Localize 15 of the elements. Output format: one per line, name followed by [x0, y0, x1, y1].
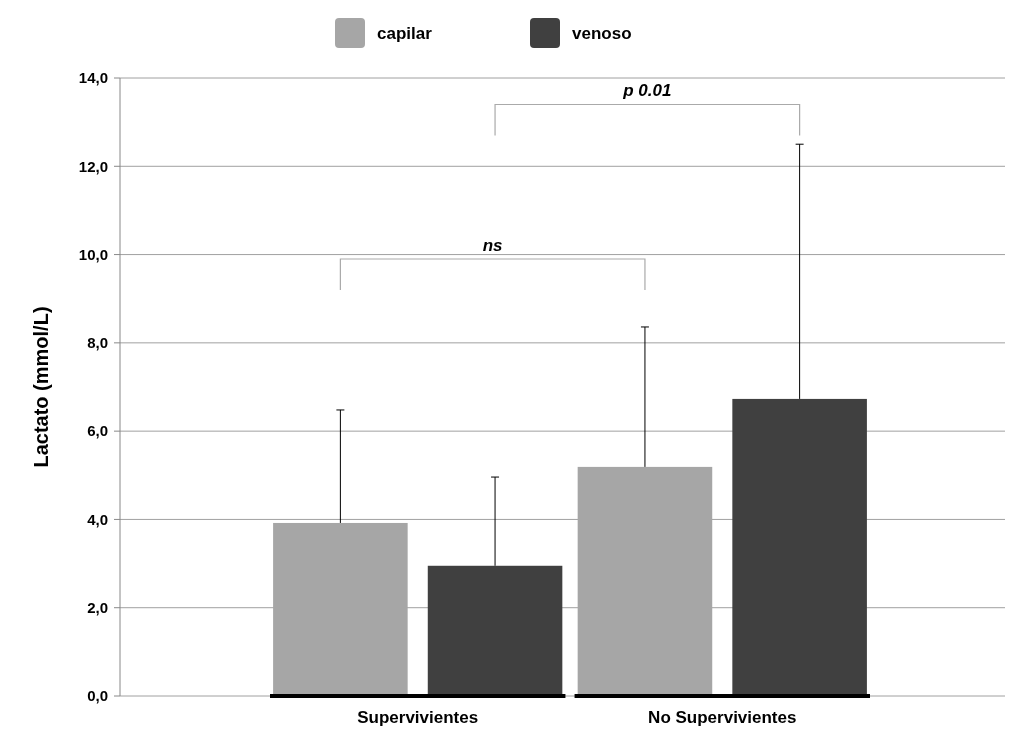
y-axis-title: Lactato (mmol/L) — [30, 306, 52, 468]
y-tick-label: 14,0 — [78, 69, 108, 87]
legend-label: venoso — [572, 23, 632, 43]
y-tick-label: 8,0 — [87, 334, 108, 352]
y-tick-label: 6,0 — [87, 422, 108, 440]
y-tick-label: 12,0 — [78, 157, 108, 175]
annotation: ns — [482, 235, 503, 255]
legend-label: capilar — [377, 23, 433, 43]
x-tick-label: No Supervivientes — [648, 708, 797, 727]
y-tick-label: 10,0 — [78, 245, 108, 263]
x-tick-label: Supervivientes — [357, 708, 479, 727]
y-tick-label: 4,0 — [87, 510, 108, 528]
y-tick-label: 0,0 — [87, 687, 108, 705]
y-tick-label: 2,0 — [87, 598, 108, 616]
annotation: p 0.01 — [622, 81, 672, 101]
